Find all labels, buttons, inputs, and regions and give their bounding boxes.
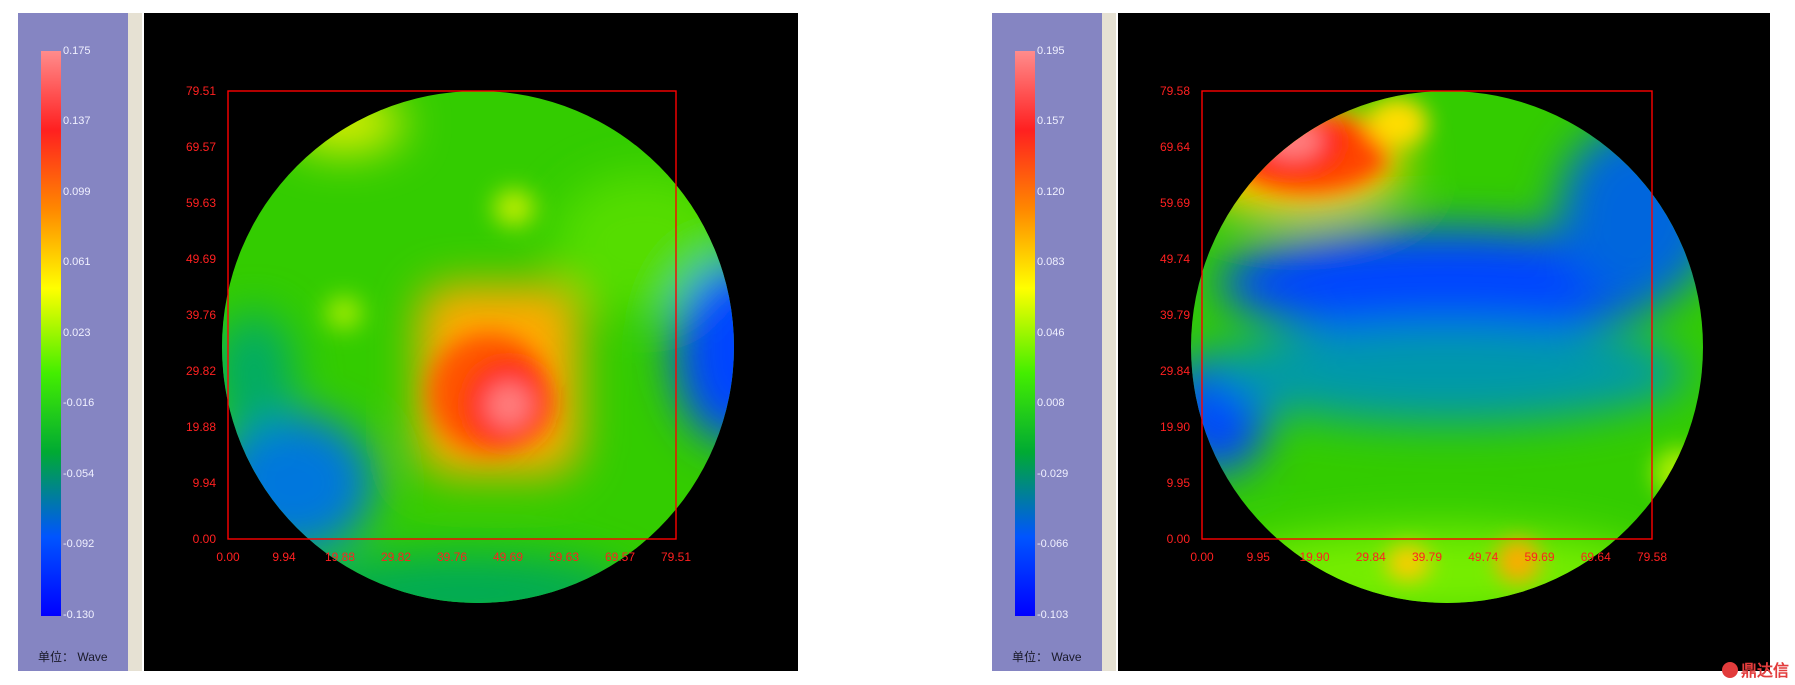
colorbar-tick: 0.175 — [63, 45, 91, 57]
y-tick-label: 49.69 — [186, 252, 216, 266]
x-tick-label: 19.88 — [325, 550, 355, 564]
y-tick-label: 19.90 — [1160, 420, 1190, 434]
chart-panel-left: 0.175 0.137 0.099 0.061 0.023 -0.016 -0.… — [18, 13, 798, 671]
colorbar-tick: 0.157 — [1037, 115, 1065, 127]
x-tick-label: 29.82 — [381, 550, 411, 564]
x-tick-label: 49.69 — [493, 550, 523, 564]
colorbar-tick: 0.023 — [63, 327, 91, 339]
colorbar — [41, 51, 61, 616]
x-tick-label: 69.57 — [605, 550, 635, 564]
plot-area: 0.00 9.94 19.88 29.82 39.76 49.69 59.63 69.57 79… — [144, 13, 798, 671]
x-tick-label: 0.00 — [1190, 550, 1214, 564]
colorbar-tick: -0.092 — [63, 538, 95, 550]
x-tick-label: 39.79 — [1412, 550, 1442, 564]
heatmap-surface — [222, 91, 734, 603]
y-tick-label: 79.51 — [186, 84, 216, 98]
colorbar-panel: 0.175 0.137 0.099 0.061 0.023 -0.016 -0.… — [18, 13, 128, 671]
watermark: 鼎达信 — [1721, 657, 1789, 681]
x-tick-label: 9.95 — [1247, 550, 1271, 564]
y-tick-label: 29.82 — [186, 364, 216, 378]
y-tick-label: 9.95 — [1167, 476, 1191, 490]
x-tick-label: 9.94 — [272, 550, 296, 564]
y-tick-label: 19.88 — [186, 420, 216, 434]
y-tick-label: 29.84 — [1160, 364, 1190, 378]
plot-frame — [1201, 90, 1653, 540]
x-tick-label: 59.63 — [549, 550, 579, 564]
y-tick-label: 9.94 — [193, 476, 217, 490]
x-tick-label: 79.51 — [661, 550, 691, 564]
axis-ticks: 0.00 9.95 19.90 29.84 39.79 49.74 59.69 69.64 79… — [1160, 84, 1667, 564]
colorbar-tick: 0.099 — [63, 186, 91, 198]
y-tick-label: 39.76 — [186, 308, 216, 322]
x-tick-label: 0.00 — [216, 550, 240, 564]
heatmap-surface — [1191, 91, 1703, 603]
y-tick-label: 59.63 — [186, 196, 216, 210]
x-tick-label: 69.64 — [1581, 550, 1611, 564]
colorbar-tick: 0.083 — [1037, 256, 1065, 268]
colorbar-tick: -0.130 — [63, 609, 95, 621]
panel-divider — [1102, 13, 1116, 671]
colorbar-tick: -0.054 — [63, 468, 95, 480]
chart-panel-right: 0.195 0.157 0.120 0.083 0.046 0.008 -0.0… — [992, 13, 1770, 671]
colorbar-tick: 0.137 — [63, 115, 91, 127]
colorbar-tick: 0.008 — [1037, 397, 1065, 409]
unit-label: 单位： Wave — [38, 650, 108, 664]
watermark-logo-icon — [1721, 662, 1738, 678]
colorbar-tick: 0.195 — [1037, 45, 1065, 57]
colorbar-tick: -0.016 — [63, 397, 95, 409]
heatmap-svg: 0.00 9.95 19.90 29.84 39.79 49.74 59.69 69.64 79… — [1160, 84, 1703, 603]
y-tick-label: 0.00 — [193, 532, 217, 546]
y-tick-label: 69.57 — [186, 140, 216, 154]
x-tick-label: 19.90 — [1299, 550, 1329, 564]
axis-ticks: 0.00 9.94 19.88 29.82 39.76 49.69 59.63 69.57 79… — [186, 84, 691, 564]
colorbar-tick: 0.120 — [1037, 186, 1065, 198]
colorbar-panel: 0.195 0.157 0.120 0.083 0.046 0.008 -0.0… — [992, 13, 1102, 671]
y-tick-label: 69.64 — [1160, 140, 1190, 154]
colorbar-tick: -0.066 — [1037, 538, 1069, 550]
colorbar-tick: 0.061 — [63, 256, 91, 268]
colorbar — [1015, 51, 1035, 616]
colorbar-tick: 0.046 — [1037, 327, 1065, 339]
panel-divider — [128, 13, 142, 671]
y-tick-label: 49.74 — [1160, 252, 1190, 266]
plot-area: 0.00 9.95 19.90 29.84 39.79 49.74 59.69 69.64 79… — [1118, 13, 1770, 671]
y-tick-label: 0.00 — [1167, 532, 1191, 546]
x-tick-label: 39.76 — [437, 550, 467, 564]
x-tick-label: 59.69 — [1524, 550, 1554, 564]
x-tick-label: 49.74 — [1468, 550, 1498, 564]
plot-frame — [227, 90, 677, 540]
colorbar-tick: -0.029 — [1037, 468, 1069, 480]
y-tick-label: 59.69 — [1160, 196, 1190, 210]
heatmap-svg: 0.00 9.94 19.88 29.82 39.76 49.69 59.63 69.57 79… — [186, 84, 734, 603]
watermark-text: 鼎达信 — [1740, 663, 1789, 680]
colorbar-tick: -0.103 — [1037, 609, 1069, 621]
x-tick-label: 79.58 — [1637, 550, 1667, 564]
y-tick-label: 79.58 — [1160, 84, 1190, 98]
x-tick-label: 29.84 — [1356, 550, 1386, 564]
unit-label: 单位： Wave — [1012, 650, 1082, 664]
y-tick-label: 39.79 — [1160, 308, 1190, 322]
